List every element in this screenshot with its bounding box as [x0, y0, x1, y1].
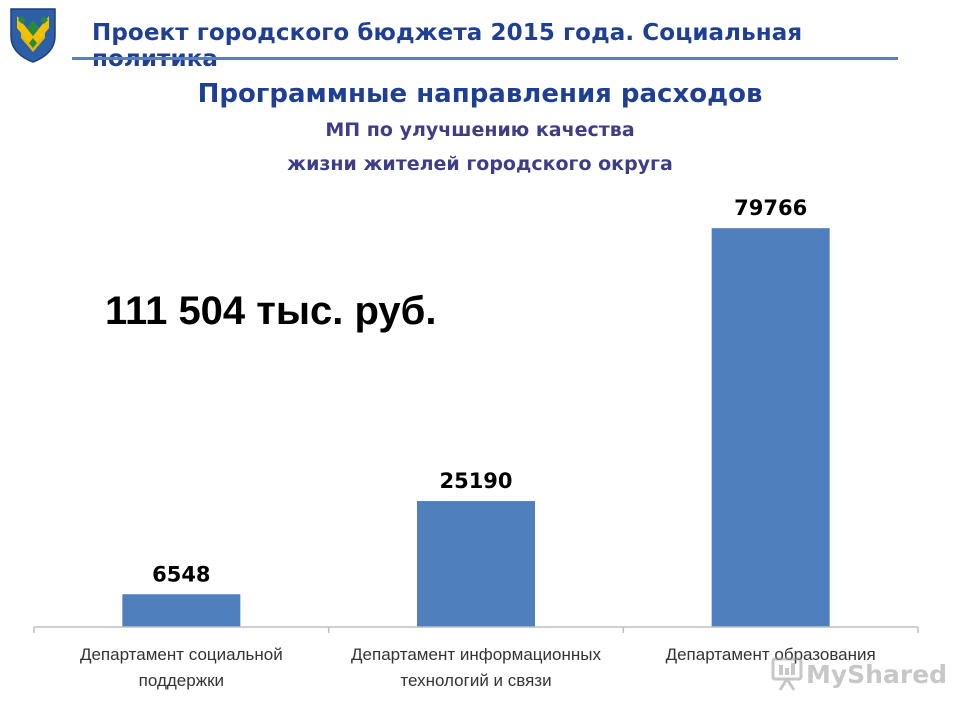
x-category-line: технологий и связи — [400, 671, 552, 690]
bar-value-label-3: 79766 — [734, 196, 807, 220]
page-header-title: Проект городского бюджета 2015 года. Соц… — [92, 20, 803, 72]
x-category-line: Департамент образования — [665, 645, 876, 664]
chart-title: Программные направления расходов — [197, 79, 763, 109]
x-category-label-2: Департамент информационных технологий и с… — [331, 642, 621, 694]
x-category-line: Департамент информационных — [351, 645, 601, 664]
bar-3 — [711, 228, 830, 628]
bar-value-label-2: 25190 — [439, 469, 512, 493]
bar-1 — [122, 594, 241, 627]
bar-2 — [417, 501, 535, 627]
watermark: MyShared — [770, 656, 947, 696]
total-amount: 111 504 тыс. руб. — [105, 289, 437, 333]
city-coat-of-arms-icon — [8, 6, 58, 64]
presentation-board-icon — [771, 657, 803, 691]
x-category-label-3: Департамент образования — [626, 642, 916, 668]
watermark-text: MyShared — [806, 660, 948, 689]
header-divider — [72, 57, 898, 60]
chart-subtitle-line-1: МП по улучшению качества — [325, 119, 635, 141]
chart-subtitle-line-2: жизни жителей городского округа — [287, 153, 673, 175]
x-category-label-1: Департамент социальной поддержки — [36, 642, 326, 694]
x-category-line: поддержки — [138, 671, 224, 690]
bar-value-label-1: 6548 — [152, 562, 210, 586]
x-category-line: Департамент социальной — [79, 645, 283, 664]
